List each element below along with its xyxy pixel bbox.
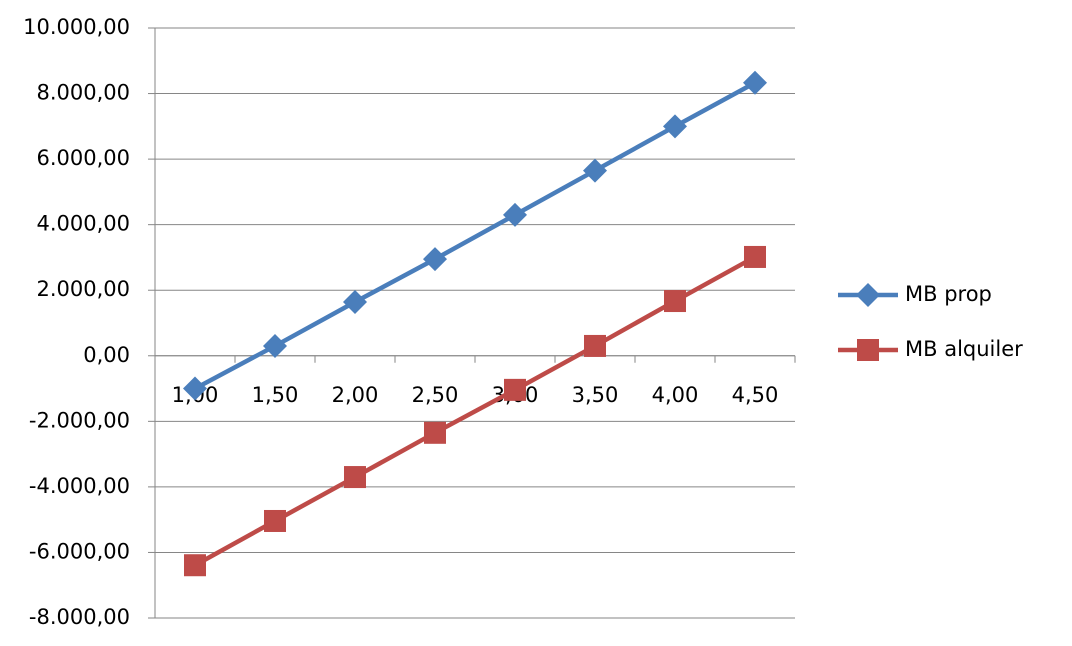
point: [264, 509, 286, 532]
series-line: [193, 80, 757, 391]
point: [343, 290, 367, 315]
y-tick-label: 6.000,00: [36, 146, 130, 170]
y-tick-label: 2.000,00: [36, 277, 130, 301]
legend-label: MB alquiler: [905, 337, 1023, 361]
x-tick-label: 1,50: [252, 383, 299, 407]
point: [503, 202, 527, 227]
x-tick-label: 4,00: [652, 383, 699, 407]
point: [664, 290, 686, 313]
point: [263, 333, 287, 358]
y-tick-label: 4.000,00: [36, 212, 130, 236]
y-tick-label: -4.000,00: [29, 474, 130, 498]
y-tick-label: 0,00: [83, 343, 130, 367]
point: [744, 245, 766, 268]
point: [663, 114, 687, 139]
x-tick-label: 4,50: [732, 383, 779, 407]
point: [424, 421, 446, 444]
x-tick-label: 2,00: [332, 383, 379, 407]
legend-label: MB prop: [905, 282, 992, 306]
point: [583, 158, 607, 183]
point: [344, 466, 366, 489]
point: [584, 334, 606, 357]
x-tick-label: 3,50: [572, 383, 619, 407]
point: [184, 554, 206, 577]
point: [183, 376, 207, 401]
y-tick-label: -8.000,00: [29, 605, 130, 629]
point: [423, 247, 447, 272]
y-tick-label: 8.000,00: [36, 81, 130, 105]
point: [504, 378, 526, 401]
point: [743, 70, 767, 95]
legend-marker: [857, 339, 879, 361]
x-tick-label: 2,50: [412, 383, 459, 407]
y-tick-label: -2.000,00: [29, 408, 130, 432]
y-tick-label: -6.000,00: [29, 539, 130, 563]
y-tick-label: 10.000,00: [23, 15, 130, 39]
series-line: [193, 254, 757, 568]
legend-marker: [856, 283, 880, 307]
